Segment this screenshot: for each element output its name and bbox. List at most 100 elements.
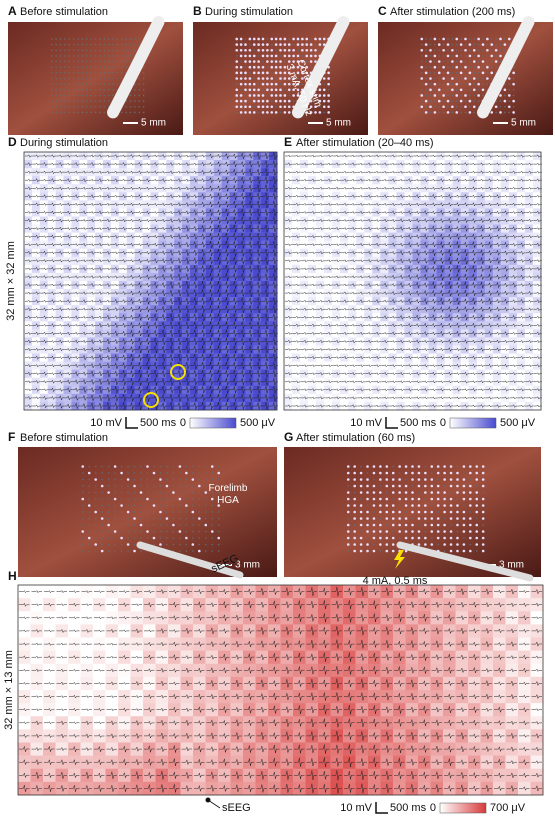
heat-cell	[269, 289, 278, 298]
heat-cell	[103, 297, 112, 306]
electrode	[244, 99, 247, 103]
heat-cell	[380, 200, 389, 209]
heat-cell	[524, 216, 534, 225]
heat-cell	[348, 297, 357, 306]
heat-cell	[150, 224, 159, 233]
electrode	[138, 83, 141, 85]
heat-cell	[308, 393, 317, 403]
heat-cell	[300, 192, 309, 201]
electrode	[287, 99, 291, 103]
electrode	[120, 55, 123, 57]
heat-cell	[168, 676, 181, 691]
heat-cell	[110, 272, 120, 282]
heat-cell	[508, 361, 518, 370]
electrode	[252, 71, 256, 75]
heat-cell	[68, 742, 81, 756]
electrode	[507, 105, 511, 109]
heat-cell	[253, 200, 262, 209]
electrode	[455, 65, 459, 69]
electrode	[512, 66, 515, 68]
heat-cell	[55, 611, 69, 625]
heat-cell	[47, 321, 56, 330]
heat-cell	[63, 200, 72, 209]
heat-cell	[193, 676, 206, 691]
heat-cell	[243, 703, 256, 717]
electrode	[107, 89, 110, 91]
heat-cell	[55, 369, 64, 379]
electrode	[134, 100, 136, 102]
heat-cell	[292, 401, 301, 411]
heat-cell	[126, 361, 135, 370]
electrode	[166, 472, 168, 474]
electrode	[319, 105, 321, 108]
heat-cell	[221, 264, 230, 274]
heat-cell	[47, 184, 56, 193]
heat-cell	[484, 345, 494, 354]
electrode	[88, 543, 91, 546]
heat-cell	[63, 264, 72, 274]
heat-cell	[468, 755, 481, 770]
heat-cell	[524, 345, 534, 354]
heat-cell	[420, 176, 429, 185]
heat-cell	[150, 313, 159, 322]
heat-cell	[348, 385, 357, 395]
heat-cell	[530, 624, 544, 638]
label: 4 mA, 0.5 ms	[363, 575, 428, 587]
heat-cell	[404, 337, 413, 346]
electrode	[279, 105, 282, 109]
heat-cell	[213, 377, 222, 387]
heat-cell	[174, 216, 183, 225]
heat-cell	[105, 624, 119, 638]
heat-cell	[205, 742, 219, 756]
electrode	[72, 83, 75, 85]
heat-cell	[368, 703, 381, 717]
electrode	[133, 543, 136, 546]
electrode	[475, 504, 479, 507]
heat-cell	[158, 160, 167, 169]
electrode	[239, 54, 243, 58]
heat-cell	[237, 385, 246, 395]
heat-cell	[318, 611, 331, 625]
electrode	[359, 549, 363, 553]
heat-cell	[364, 297, 373, 306]
electrode	[270, 43, 273, 46]
heat-cell	[455, 676, 469, 691]
electrode	[103, 49, 106, 52]
electrode	[297, 49, 299, 52]
heat-cell	[348, 248, 357, 258]
colorbar	[449, 417, 497, 429]
electrode	[257, 99, 260, 103]
electrode	[172, 511, 175, 513]
heat-cell	[126, 401, 135, 411]
electrode	[125, 38, 127, 40]
heat-cell	[428, 337, 437, 346]
heat-cell	[205, 216, 215, 225]
heat-cell	[468, 200, 478, 209]
heat-cell	[505, 755, 519, 770]
heat-cell	[324, 345, 333, 354]
heat-cell	[31, 377, 41, 387]
electrode	[346, 543, 350, 546]
electrode	[443, 550, 446, 552]
electrode	[103, 66, 106, 68]
heat-cell	[444, 281, 453, 290]
heat-cell	[261, 297, 270, 306]
electrode	[266, 77, 269, 80]
heat-cell	[380, 781, 394, 796]
electrode	[112, 77, 114, 80]
heat-cell	[205, 256, 215, 266]
electrode	[217, 550, 220, 552]
electrode	[133, 484, 136, 488]
electrode	[353, 484, 356, 488]
electrode	[240, 60, 242, 63]
heat-cell	[268, 690, 281, 704]
heat-cell	[420, 297, 429, 306]
heat-cell	[505, 663, 519, 678]
electrode	[287, 111, 291, 114]
heat-cell	[95, 401, 104, 411]
electrode	[482, 55, 484, 57]
electrode	[455, 82, 459, 86]
electrode	[495, 43, 497, 46]
electrode	[261, 54, 265, 58]
heat-cell	[166, 329, 175, 338]
